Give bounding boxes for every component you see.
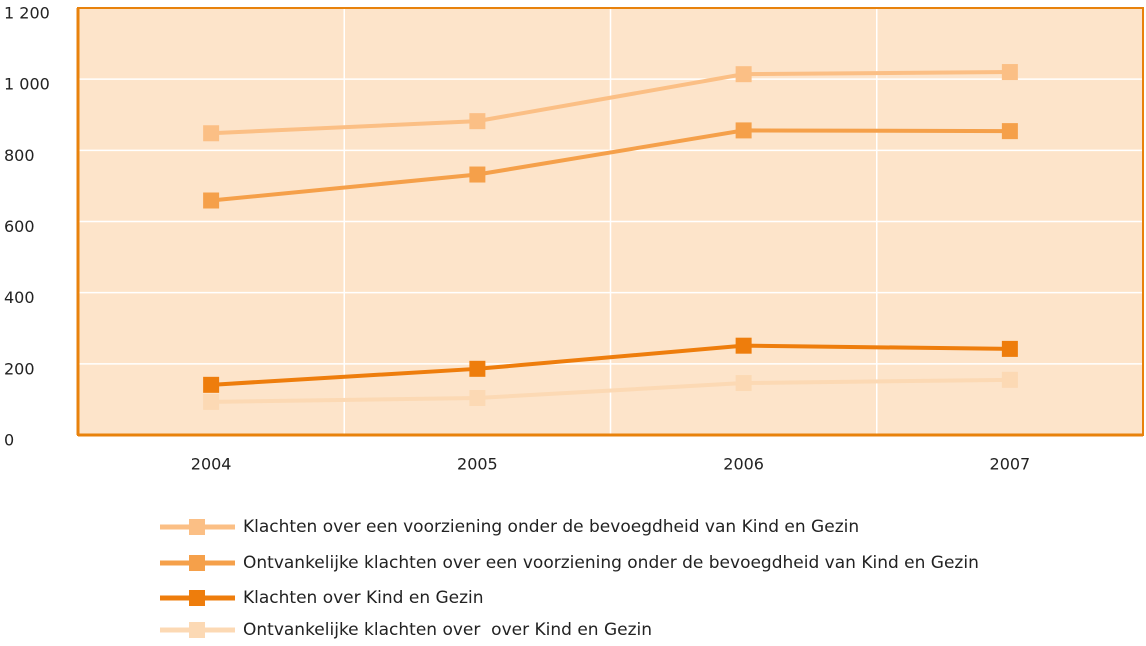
series-line	[210, 128, 1010, 203]
y-tick-label: 600	[4, 217, 35, 236]
legend-marker	[189, 555, 205, 571]
data-point	[735, 122, 752, 139]
x-tick-label: 2006	[723, 455, 764, 474]
data-point	[469, 166, 486, 183]
series-line	[211, 343, 1010, 387]
data-point	[735, 375, 752, 392]
legend-marker	[189, 622, 205, 638]
data-point	[735, 337, 752, 354]
data-point	[203, 393, 220, 410]
data-point	[469, 113, 486, 130]
data-point	[1001, 64, 1018, 81]
legend-marker	[189, 590, 205, 606]
x-tick-label: 2005	[457, 455, 498, 474]
series-line	[211, 377, 1010, 404]
data-point	[203, 125, 220, 142]
x-tick-label: 2007	[990, 455, 1031, 474]
data-point	[735, 66, 752, 83]
data-point	[469, 360, 486, 377]
legend-label: Klachten over een voorziening onder de b…	[243, 517, 859, 537]
data-point	[469, 389, 486, 406]
data-point	[203, 192, 220, 209]
legend-label: Ontvankelijke klachten over een voorzien…	[243, 553, 979, 573]
y-tick-label: 0	[4, 431, 14, 450]
data-point	[1001, 123, 1018, 140]
y-tick-label: 800	[4, 146, 35, 165]
y-tick-label: 1 000	[4, 75, 50, 94]
y-tick-label: 400	[4, 288, 35, 307]
y-tick-label: 1 200	[4, 4, 50, 23]
data-point	[1001, 371, 1018, 388]
series-line	[211, 70, 1010, 136]
legend-label: Klachten over Kind en Gezin	[243, 588, 484, 608]
data-point	[1001, 340, 1018, 357]
data-point	[203, 376, 220, 393]
y-tick-label: 200	[4, 359, 35, 378]
x-tick-label: 2004	[191, 455, 232, 474]
legend-marker	[189, 519, 205, 535]
legend-label: Ontvankelijke klachten over over Kind en…	[243, 620, 652, 640]
